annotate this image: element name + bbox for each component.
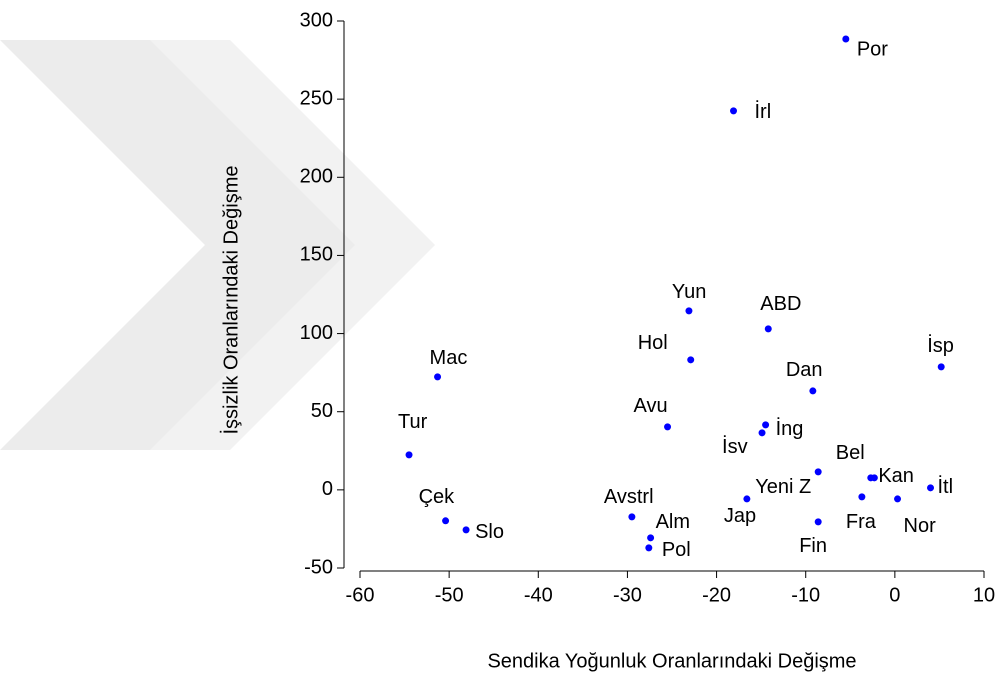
point-label: İrl [755, 100, 772, 123]
point [685, 307, 693, 315]
point [927, 484, 935, 492]
x-tick-label: -30 [613, 584, 642, 606]
y-tick-label: 150 [300, 244, 333, 266]
point [894, 495, 902, 503]
point-label: Fin [799, 535, 827, 557]
x-tick-label: -60 [346, 584, 375, 606]
x-axis-label: Sendika Yoğunluk Oranlarındaki Değişme [487, 650, 856, 672]
point [762, 421, 770, 429]
point [730, 107, 738, 115]
y-tick-label: 50 [311, 400, 333, 422]
point [647, 534, 655, 542]
x-tick-label: -40 [524, 584, 553, 606]
y-tick-label: 300 [300, 9, 333, 31]
point [937, 363, 945, 371]
point [764, 325, 772, 333]
point-label: Pol [662, 539, 691, 561]
point-label: İtl [938, 475, 954, 498]
point [462, 526, 470, 534]
point-label: Fra [846, 511, 877, 533]
y-tick-label: 200 [300, 166, 333, 188]
point-label: Jap [724, 505, 756, 527]
point [664, 423, 672, 431]
point-label: İsp [927, 334, 954, 357]
point [628, 513, 636, 521]
point [687, 356, 695, 364]
point [809, 387, 817, 395]
point-label: Yun [672, 281, 706, 303]
point [858, 493, 866, 501]
point-label: Alm [656, 511, 690, 533]
y-axis-label: İşsizlik Oranlarındaki Değişme [219, 166, 242, 435]
point [814, 518, 822, 526]
point-label: Dan [786, 359, 823, 381]
y-tick-label: 100 [300, 322, 333, 344]
point-label: Slo [475, 521, 504, 543]
point-label: Por [857, 38, 888, 60]
point-label: ABD [760, 293, 801, 315]
point-label: İsv [722, 435, 748, 458]
point-label: Avstrl [604, 486, 654, 508]
point [870, 474, 878, 482]
x-tick-label: -10 [791, 584, 820, 606]
point-label: Mac [430, 347, 468, 369]
x-tick-label: -20 [702, 584, 731, 606]
x-tick-label: -50 [435, 584, 464, 606]
point-label: Yeni Z [755, 476, 811, 498]
y-tick-label: 250 [300, 87, 333, 109]
point-label: Hol [638, 332, 668, 354]
point-label: Kan [878, 465, 914, 487]
point-label: Çek [419, 486, 456, 508]
point [758, 429, 766, 437]
point [442, 517, 450, 525]
point-label: Avu [634, 395, 668, 417]
x-tick-label: 0 [889, 584, 900, 606]
y-tick-label: -50 [304, 556, 333, 578]
point [405, 451, 413, 459]
point [645, 544, 653, 552]
y-tick-label: 0 [322, 478, 333, 500]
point-label: Tur [398, 411, 428, 433]
point [814, 468, 822, 476]
watermark [0, 40, 435, 450]
point [842, 35, 850, 43]
point [743, 495, 751, 503]
point-label: Nor [904, 515, 937, 537]
point [434, 373, 442, 381]
x-tick-label: 10 [973, 584, 995, 606]
point-label: İng [776, 417, 804, 440]
point-label: Bel [836, 442, 865, 464]
